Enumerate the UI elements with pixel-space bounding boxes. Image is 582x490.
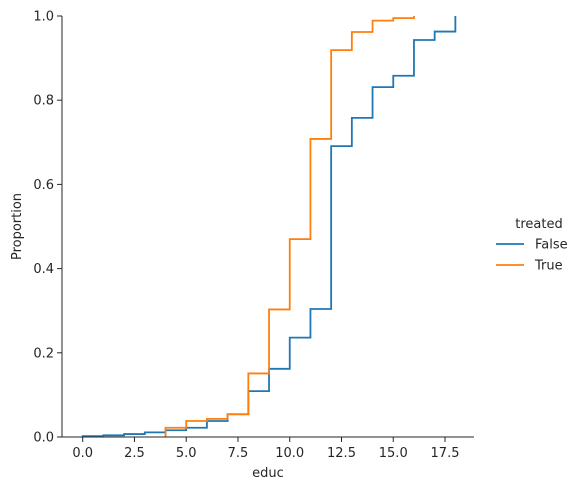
series-line-false xyxy=(81,16,457,438)
legend-title: treated xyxy=(515,217,562,232)
y-tick-label: 0.4 xyxy=(33,262,54,277)
y-tick-label: 0.6 xyxy=(33,178,54,193)
x-tick-label: 2.5 xyxy=(124,446,145,461)
legend-items: False True xyxy=(496,238,568,274)
x-tick-label: 17.5 xyxy=(431,446,460,461)
x-axis-label: educ xyxy=(252,466,284,481)
x-tick-label: 7.5 xyxy=(228,446,249,461)
axes-layer xyxy=(61,16,474,438)
x-tick-label: 12.5 xyxy=(327,446,356,461)
legend: treated False True xyxy=(496,217,568,274)
series-layer xyxy=(81,16,457,438)
x-ticks: 0.0 2.5 5.0 7.5 10.0 12.5 15.0 17.5 xyxy=(72,437,459,461)
x-tick-label: 15.0 xyxy=(379,446,408,461)
y-tick-label: 0.2 xyxy=(33,346,54,361)
y-tick-label: 0.0 xyxy=(33,431,54,446)
legend-label-true: True xyxy=(534,259,563,274)
y-ticks: 0.0 0.2 0.4 0.6 0.8 1.0 xyxy=(33,10,62,446)
y-axis-label: Proportion xyxy=(10,193,25,260)
legend-label-false: False xyxy=(535,238,568,253)
x-tick-label: 0.0 xyxy=(72,446,93,461)
y-tick-label: 0.8 xyxy=(33,94,54,109)
y-tick-label: 1.0 xyxy=(33,10,54,25)
x-tick-label: 10.0 xyxy=(275,446,304,461)
x-tick-label: 5.0 xyxy=(176,446,197,461)
series-line-true xyxy=(164,16,415,437)
